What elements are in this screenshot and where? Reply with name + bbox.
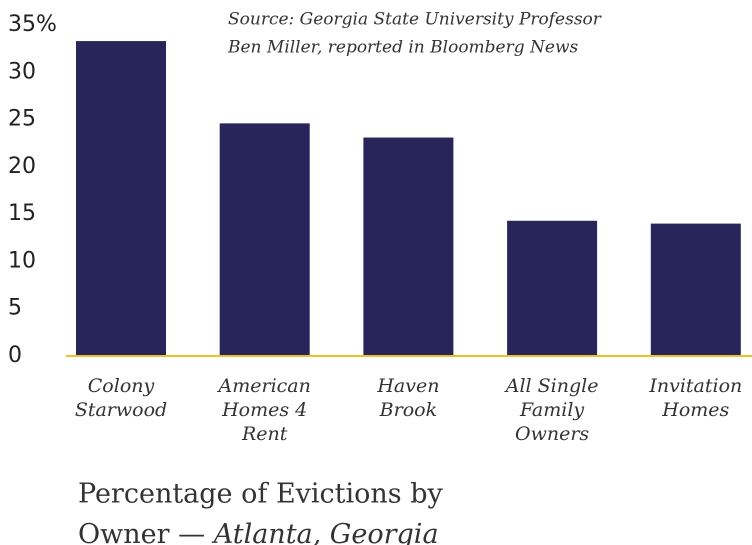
y-tick-label: 25: [8, 107, 36, 132]
y-tick-label: 30: [8, 59, 36, 84]
source-note: Ben Miller, reported in Bloomberg News: [227, 38, 579, 58]
y-tick-label: 15: [8, 201, 36, 226]
x-tick-label: Family: [519, 399, 584, 421]
source-note: Source: Georgia State University Profess…: [228, 10, 602, 30]
bar: [76, 41, 166, 356]
x-tick-label: Haven: [376, 375, 439, 397]
bar: [650, 223, 741, 356]
y-tick-label: 0: [8, 343, 22, 368]
chart-title: Owner — Atlanta, Georgia: [78, 519, 439, 545]
x-tick-label: Homes 4: [221, 399, 307, 421]
x-tick-label: All Single: [504, 375, 599, 397]
x-tick-label: Brook: [379, 399, 437, 421]
bar: [507, 220, 598, 356]
x-tick-label: Invitation: [648, 375, 742, 397]
bar: [219, 123, 310, 357]
x-tick-label: American: [217, 375, 311, 397]
chart-subtitle: Atlanta, Georgia: [211, 519, 439, 545]
bar: [363, 137, 454, 356]
x-tick-label: Owners: [515, 423, 589, 445]
y-tick-label: 20: [8, 154, 36, 179]
chart-title-part: Owner —: [78, 519, 205, 545]
x-tick-label: Colony: [88, 375, 155, 397]
x-tick-label: Starwood: [75, 399, 167, 421]
chart-title: Percentage of Evictions by: [78, 479, 444, 510]
x-tick-label: Homes: [661, 399, 729, 421]
y-tick-label: 35%: [8, 12, 57, 37]
y-tick-label: 10: [8, 248, 36, 273]
x-tick-label: Rent: [241, 423, 288, 445]
y-tick-label: 5: [8, 296, 22, 321]
